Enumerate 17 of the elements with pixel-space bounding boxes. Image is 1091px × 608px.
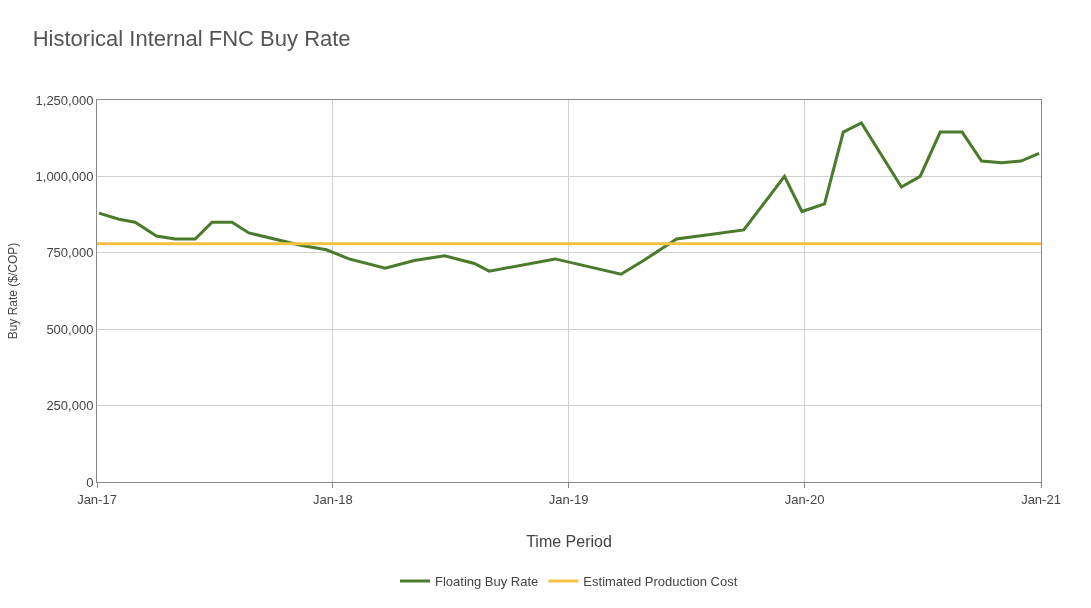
x-tick-label: Jan-18 bbox=[312, 491, 353, 507]
x-tick-label: Jan-21 bbox=[1021, 491, 1061, 507]
legend-label: Floating Buy Rate bbox=[435, 574, 539, 590]
y-tick-label: 750,000 bbox=[46, 245, 94, 261]
x-axis-title: Time Period bbox=[526, 533, 612, 551]
chart-title: Historical Internal FNC Buy Rate bbox=[32, 25, 351, 51]
y-tick-label: 0 bbox=[86, 474, 94, 490]
y-axis-title: Buy Rate ($/COP) bbox=[5, 242, 20, 340]
y-tick-label: 500,000 bbox=[46, 321, 94, 337]
y-tick-label: 1,000,000 bbox=[35, 168, 94, 184]
y-tick-label: 1,250,000 bbox=[35, 92, 94, 108]
x-tick-label: Jan-17 bbox=[77, 491, 117, 507]
x-tick-label: Jan-20 bbox=[784, 491, 825, 507]
x-tick-label: Jan-19 bbox=[548, 491, 589, 507]
line-series bbox=[97, 121, 1041, 276]
y-tick-label: 250,000 bbox=[46, 398, 94, 414]
legend-label: Estimated Production Cost bbox=[583, 574, 738, 590]
